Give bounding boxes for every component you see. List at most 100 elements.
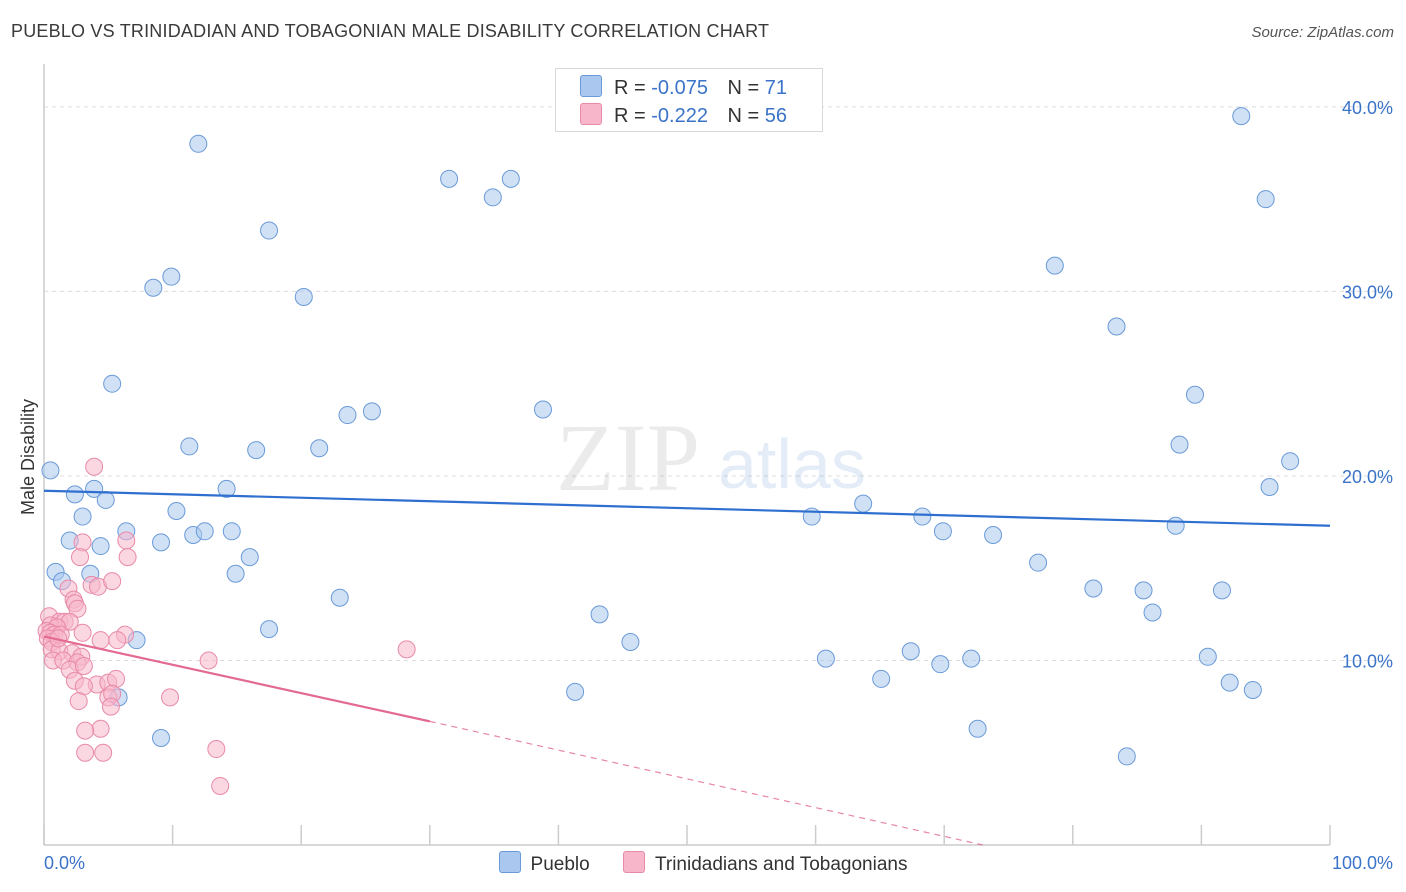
- pueblo-point: [195, 522, 214, 541]
- pueblo-point: [1170, 435, 1189, 454]
- pueblo-point: [1045, 256, 1064, 275]
- legend-label-trinidadian: Trinidadians and Tobagonians: [654, 854, 908, 875]
- source-label: Source: ZipAtlas.com: [1251, 24, 1394, 41]
- watermark: ZIP atlas: [556, 404, 866, 511]
- pueblo-point: [362, 402, 381, 421]
- pueblo-point: [1212, 581, 1231, 600]
- trinidadian-point: [91, 631, 110, 650]
- pueblo-point: [167, 502, 186, 521]
- trinidadian-point: [74, 657, 93, 676]
- axis-labels: 10.0% 20.0% 30.0% 40.0% 0.0% 100.0% Male Disab…: [18, 98, 1393, 873]
- pueblo-point: [65, 485, 84, 504]
- pueblo-point: [96, 490, 115, 509]
- pueblo-point: [1232, 107, 1251, 126]
- watermark-atlas: atlas: [718, 425, 866, 503]
- pueblo-point: [1143, 603, 1162, 622]
- pueblo-point: [968, 719, 987, 738]
- pueblo-point: [984, 526, 1003, 544]
- pueblo-point: [226, 564, 245, 583]
- pueblo-point: [217, 479, 236, 498]
- pueblo-point: [1134, 581, 1153, 600]
- correlation-legend: R = -0.075 N = 71 R = -0.222 N = 56: [555, 68, 823, 132]
- trinidadian-point: [118, 548, 137, 567]
- pueblo-point: [501, 169, 520, 188]
- pueblo-point: [1117, 747, 1136, 766]
- grid-lines: [44, 106, 1392, 661]
- legend-row-pueblo: R = -0.075 N = 71: [580, 75, 787, 100]
- pueblo-point: [872, 669, 891, 688]
- legend-item-trinidadian: Trinidadians and Tobagonians: [622, 851, 908, 876]
- y-axis-title: Male Disability: [18, 399, 38, 515]
- pueblo-trend-line: [43, 489, 1331, 527]
- x-tick-label: 0.0%: [44, 853, 85, 873]
- trinidadian-point: [85, 457, 104, 476]
- pueblo-point: [180, 437, 199, 456]
- pueblo-point: [1220, 673, 1239, 692]
- pueblo-point: [247, 441, 266, 460]
- pueblo-point: [310, 439, 329, 458]
- pueblo-point: [933, 522, 952, 541]
- pueblo-point: [483, 188, 502, 207]
- pueblo-point: [1107, 317, 1126, 336]
- pueblo-point: [533, 400, 552, 419]
- trinidadian-point: [71, 548, 90, 567]
- pueblo-point: [162, 267, 181, 286]
- trinidadian-point: [207, 740, 226, 759]
- pueblo-point: [1029, 553, 1048, 572]
- pueblo-point: [189, 134, 208, 153]
- pueblo-point: [1256, 190, 1275, 209]
- trinidadian-point: [101, 697, 120, 716]
- pueblo-point: [103, 374, 122, 393]
- trinidadian-point: [103, 572, 122, 591]
- y-tick-label: 30.0%: [1342, 282, 1393, 302]
- trinidadian-point: [397, 640, 416, 659]
- legend-swatch-blue: [580, 75, 602, 97]
- axes: [43, 64, 1331, 846]
- legend-swatch-blue: [498, 851, 521, 873]
- pueblo-point: [294, 287, 313, 306]
- pueblo-point: [338, 406, 357, 425]
- pueblo-point: [901, 642, 920, 661]
- pueblo-point: [931, 655, 950, 674]
- pueblo-point: [1198, 647, 1217, 666]
- legend-n-label: N =: [727, 77, 760, 99]
- legend-item-pueblo: Pueblo: [498, 851, 590, 876]
- trinidadian-point: [108, 631, 127, 650]
- pueblo-point: [222, 522, 241, 541]
- trinidadian-point: [69, 692, 88, 711]
- pueblo-point: [1243, 681, 1262, 699]
- pueblo-point: [621, 633, 640, 652]
- legend-r-label: R =: [614, 77, 646, 99]
- pueblo-point: [962, 649, 981, 668]
- trinidadian-trend-line: [43, 635, 431, 723]
- trinidadian-point: [76, 743, 95, 762]
- pueblo-point: [1084, 579, 1103, 598]
- pueblo-point: [144, 278, 163, 297]
- pueblo-point: [854, 494, 873, 513]
- y-tick-label: 40.0%: [1342, 98, 1393, 118]
- pueblo-point: [1185, 385, 1204, 404]
- pueblo-point: [1166, 516, 1185, 535]
- trinidadian-point: [94, 743, 113, 762]
- watermark-zip: ZIP: [556, 404, 700, 511]
- trend-lines: [43, 489, 1331, 846]
- pueblo-point: [590, 605, 609, 624]
- pueblo-point: [41, 461, 60, 480]
- pueblo-point: [913, 507, 932, 526]
- legend-swatch-pink: [580, 103, 602, 125]
- trinidadian-point: [211, 776, 230, 795]
- legend-n-value: 56: [764, 105, 788, 127]
- y-tick-label: 10.0%: [1342, 651, 1393, 671]
- trinidadian-point: [199, 651, 218, 670]
- legend-n-value: 71: [764, 77, 788, 99]
- trinidadian-point: [161, 688, 180, 707]
- series-legend: Pueblo Trinidadians and Tobagonians: [0, 851, 1406, 876]
- y-tick-label: 20.0%: [1342, 467, 1393, 487]
- legend-swatch-pink: [622, 851, 645, 873]
- x-tick-label: 100.0%: [1332, 853, 1393, 873]
- pueblo-point: [1260, 478, 1279, 497]
- data-points: [37, 107, 1300, 795]
- legend-r-label: R =: [614, 105, 646, 127]
- pueblo-point: [240, 548, 259, 567]
